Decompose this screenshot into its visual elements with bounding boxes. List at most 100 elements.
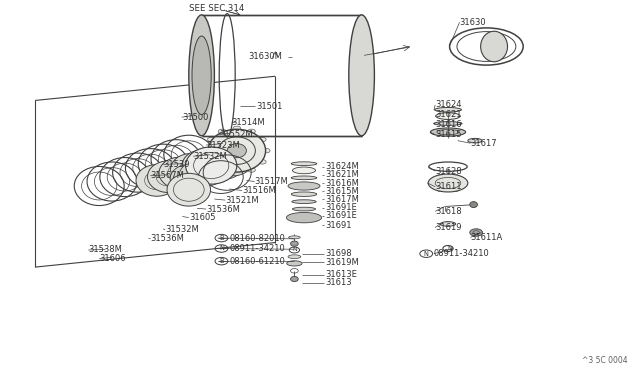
Ellipse shape [349,15,374,136]
Circle shape [204,148,211,153]
Ellipse shape [159,157,201,189]
Ellipse shape [170,153,212,185]
Text: 31621: 31621 [435,110,461,119]
Ellipse shape [179,161,216,189]
Text: 31616: 31616 [435,120,462,129]
Ellipse shape [481,31,508,62]
Text: ^3 5C 0004: ^3 5C 0004 [582,356,627,365]
Ellipse shape [440,222,456,226]
Circle shape [470,229,483,236]
Text: 31619M: 31619M [325,258,359,267]
Circle shape [248,129,255,134]
Circle shape [259,137,266,142]
Circle shape [248,168,255,172]
Ellipse shape [292,167,316,174]
Ellipse shape [292,200,316,203]
Text: 31615M: 31615M [325,187,359,196]
Text: 31611: 31611 [435,182,461,191]
Text: 31501: 31501 [256,102,282,110]
Text: 31617M: 31617M [325,195,359,204]
Ellipse shape [227,144,246,158]
Circle shape [233,126,241,131]
Ellipse shape [208,129,266,172]
Ellipse shape [291,192,317,196]
Ellipse shape [288,182,320,190]
Text: 31691E: 31691E [325,211,357,220]
Text: 31567M: 31567M [150,171,184,180]
Text: N: N [447,246,452,251]
Circle shape [218,168,226,172]
Ellipse shape [147,161,189,193]
Ellipse shape [435,108,461,112]
Text: 31621M: 31621M [325,170,359,179]
Ellipse shape [430,128,466,136]
Ellipse shape [287,212,322,223]
Ellipse shape [468,138,482,143]
Ellipse shape [470,202,477,208]
Circle shape [207,160,215,164]
Circle shape [235,140,245,146]
Text: 31624M: 31624M [325,162,359,171]
Text: 31532M: 31532M [193,152,227,161]
Ellipse shape [291,241,298,246]
Ellipse shape [436,113,460,119]
Text: 31538M: 31538M [88,246,122,254]
Text: 31606: 31606 [99,254,126,263]
Ellipse shape [188,158,225,186]
Ellipse shape [289,236,300,239]
Text: 31691: 31691 [325,221,351,230]
Text: 31536M: 31536M [150,234,184,243]
Text: 08911-34210: 08911-34210 [229,244,285,253]
Text: 31514M: 31514M [232,118,266,127]
Circle shape [207,137,215,142]
Text: 31611A: 31611A [470,233,502,242]
Ellipse shape [182,150,224,182]
Circle shape [442,113,454,119]
Text: 31539: 31539 [163,160,189,169]
Ellipse shape [170,164,207,193]
Text: 31615: 31615 [435,130,461,139]
Text: 31523M: 31523M [206,141,240,150]
Text: 31630: 31630 [460,18,486,27]
Text: 31624: 31624 [435,100,461,109]
Text: 31698: 31698 [325,249,352,258]
Ellipse shape [428,174,468,192]
Ellipse shape [192,36,211,115]
Ellipse shape [291,176,317,180]
Text: 31618: 31618 [435,207,462,216]
Text: 08911-34210: 08911-34210 [434,249,490,258]
Ellipse shape [186,147,237,184]
Text: 31552M: 31552M [219,130,253,139]
Text: 31500: 31500 [182,113,209,122]
Circle shape [233,171,241,175]
Ellipse shape [434,122,462,125]
Text: 08160-82010: 08160-82010 [229,234,285,243]
Text: N: N [424,251,429,257]
Ellipse shape [288,255,301,259]
Text: 31521M: 31521M [225,196,259,205]
Text: 31517M: 31517M [255,177,289,186]
Text: N: N [219,246,224,251]
Ellipse shape [189,15,214,136]
Circle shape [221,139,234,146]
Circle shape [259,160,266,164]
Text: 31516M: 31516M [242,186,276,195]
Text: B: B [219,235,224,241]
Text: 31691E: 31691E [325,203,357,212]
Ellipse shape [167,173,211,206]
Text: 31613E: 31613E [325,270,357,279]
Ellipse shape [291,276,298,282]
Ellipse shape [291,162,317,166]
Text: 31628: 31628 [435,167,462,176]
Text: 31617: 31617 [470,139,497,148]
Text: 31616M: 31616M [325,179,359,187]
Text: 31605: 31605 [189,213,215,222]
Ellipse shape [292,207,316,211]
Ellipse shape [215,148,252,176]
Text: 31619: 31619 [435,223,461,232]
Text: N: N [292,247,297,253]
Text: 31532M: 31532M [165,225,199,234]
Ellipse shape [287,261,302,266]
Circle shape [262,148,270,153]
Circle shape [218,129,226,134]
